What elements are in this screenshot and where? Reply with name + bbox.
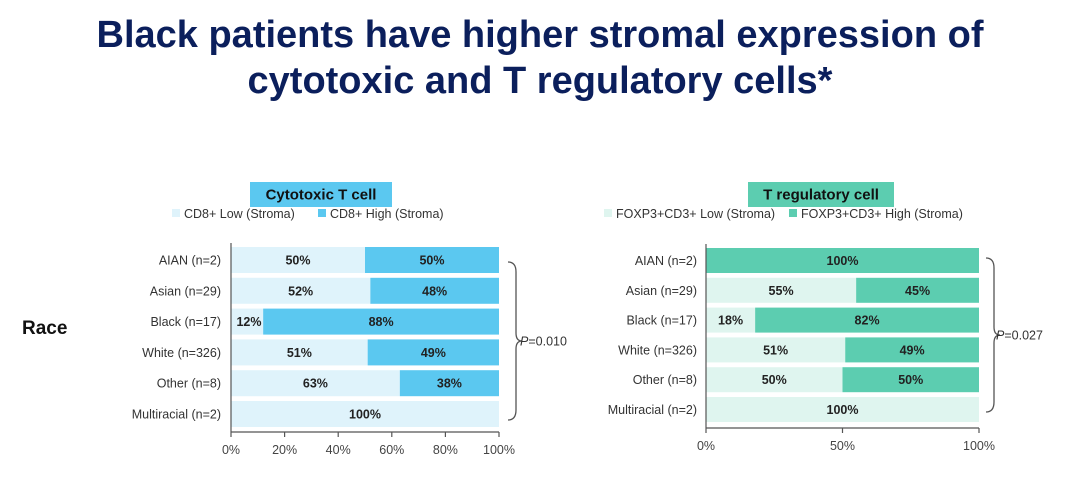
treg-p-number: =0.027 [1004, 329, 1043, 343]
cytotoxic-category-label: White (n=326) [142, 346, 221, 360]
treg-legend-swatch-1 [789, 209, 797, 217]
treg-category-label: Black (n=17) [626, 314, 697, 328]
cytotoxic-data-label: 50% [419, 254, 444, 268]
cytotoxic-data-label: 50% [285, 254, 310, 268]
treg-bar-high [706, 248, 979, 273]
treg-x-tick-label: 100% [963, 439, 995, 453]
cytotoxic-category-label: Black (n=17) [150, 315, 221, 329]
cytotoxic-bar-low [231, 401, 499, 427]
cytotoxic-category-label: Multiracial (n=2) [132, 408, 221, 422]
treg-data-label: 50% [898, 373, 923, 387]
cytotoxic-x-tick-label: 100% [483, 443, 515, 457]
treg-category-label: Other (n=8) [633, 373, 697, 387]
cytotoxic-bar-low [231, 247, 365, 273]
cytotoxic-p-number: =0.010 [528, 335, 567, 349]
cytotoxic-title-box [250, 182, 392, 207]
treg-bar-high [845, 337, 979, 363]
treg-legend-label-0: FOXP3+CD3+ Low (Stroma) [616, 207, 775, 221]
cytotoxic-bar-low [231, 308, 264, 335]
cytotoxic-significance-brace [507, 261, 523, 421]
cytotoxic-data-label: 88% [369, 315, 394, 329]
cytotoxic-bar-low [231, 277, 371, 304]
cytotoxic-category-label: AIAN (n=2) [159, 254, 221, 268]
cytotoxic-legend-label-0: CD8+ Low (Stroma) [184, 207, 295, 221]
treg-category-label: AIAN (n=2) [635, 254, 697, 268]
cytotoxic-data-label: 52% [288, 284, 313, 298]
cytotoxic-bar-high [263, 308, 499, 335]
cytotoxic-p-symbol: P [520, 335, 529, 349]
treg-data-label: 100% [827, 254, 859, 268]
treg-title-box [748, 182, 894, 207]
treg-x-tick-label: 50% [830, 439, 855, 453]
treg-data-label: 82% [855, 314, 880, 328]
cytotoxic-x-tick-label: 80% [433, 443, 458, 457]
cytotoxic-x-tick-label: 40% [326, 443, 351, 457]
cytotoxic-x-tick-label: 60% [379, 443, 404, 457]
cytotoxic-x-tick-label: 20% [272, 443, 297, 457]
treg-bar-low [706, 397, 979, 422]
treg-significance-brace [985, 257, 1001, 413]
cytotoxic-bar-high [367, 339, 499, 366]
treg-bar-high [755, 307, 979, 333]
treg-data-label: 50% [762, 373, 787, 387]
cytotoxic-data-label: 63% [303, 377, 328, 391]
cytotoxic-p-value: P=0.010 [520, 335, 567, 349]
treg-legend-swatch-0 [604, 209, 612, 217]
treg-legend-label-1: FOXP3+CD3+ High (Stroma) [801, 207, 963, 221]
cytotoxic-category-label: Asian (n=29) [150, 284, 221, 298]
cytotoxic-data-label: 49% [421, 346, 446, 360]
cytotoxic-data-label: 100% [349, 408, 381, 422]
cytotoxic-legend-label-1: CD8+ High (Stroma) [330, 207, 444, 221]
cytotoxic-bar-high [399, 370, 499, 397]
treg-category-label: Multiracial (n=2) [608, 403, 697, 417]
treg-bar-low [706, 367, 843, 393]
cytotoxic-category-label: Other (n=8) [157, 377, 221, 391]
cytotoxic-bar-low [231, 339, 368, 366]
cytotoxic-data-label: 48% [422, 284, 447, 298]
slide-title: Black patients have higher stromal expre… [0, 12, 1080, 104]
treg-p-value: P=0.027 [996, 329, 1043, 343]
treg-bar-low [706, 277, 857, 303]
treg-category-label: Asian (n=29) [626, 284, 697, 298]
cytotoxic-data-label: 12% [236, 315, 261, 329]
cytotoxic-data-label: 51% [287, 346, 312, 360]
title-line-1: Black patients have higher stromal expre… [96, 14, 984, 56]
treg-data-label: 100% [827, 403, 859, 417]
cytotoxic-bar-high [370, 277, 499, 304]
treg-bar-low [706, 337, 846, 363]
cytotoxic-x-tick-label: 0% [222, 443, 240, 457]
cytotoxic-legend-swatch-1 [318, 209, 326, 217]
cytotoxic-bar-high [365, 247, 499, 273]
treg-bar-high [842, 367, 979, 393]
cytotoxic-bar-low [231, 370, 400, 397]
race-axis-label: Race [22, 318, 68, 339]
title-line-2: cytotoxic and T regulatory cells* [247, 60, 833, 102]
treg-chart-title: T regulatory cell [763, 187, 879, 204]
treg-data-label: 18% [718, 314, 743, 328]
treg-bar-high [856, 277, 979, 303]
treg-data-label: 55% [769, 284, 794, 298]
cytotoxic-chart-title: Cytotoxic T cell [266, 187, 377, 204]
treg-category-label: White (n=326) [618, 343, 697, 357]
cytotoxic-legend-swatch-0 [172, 209, 180, 217]
treg-x-tick-label: 0% [697, 439, 715, 453]
treg-bar-low [706, 307, 756, 333]
treg-data-label: 45% [905, 284, 930, 298]
treg-data-label: 51% [763, 343, 788, 357]
cytotoxic-data-label: 38% [437, 377, 462, 391]
treg-p-symbol: P [996, 329, 1005, 343]
treg-data-label: 49% [900, 343, 925, 357]
